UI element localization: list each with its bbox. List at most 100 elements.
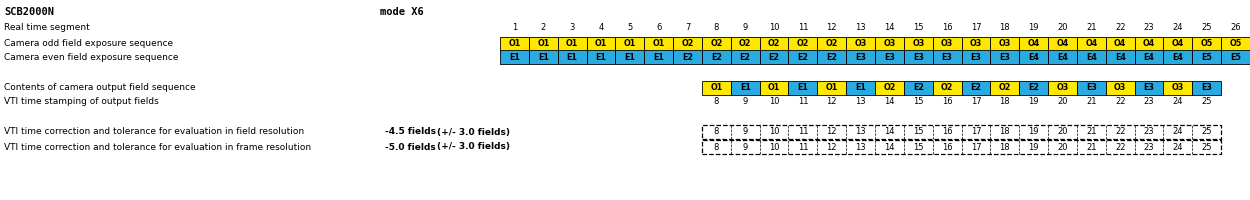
Text: 13: 13 [855, 128, 866, 136]
Text: Contents of camera output field sequence: Contents of camera output field sequence [4, 84, 195, 92]
Text: E1: E1 [740, 84, 751, 92]
Text: -5.0 fields: -5.0 fields [385, 142, 436, 152]
Text: 4: 4 [599, 22, 604, 31]
Bar [1221, 50, 1250, 64]
Text: E2: E2 [682, 52, 692, 62]
Text: 25: 25 [1201, 22, 1212, 31]
Text: 17: 17 [971, 142, 981, 152]
Text: 9: 9 [742, 142, 748, 152]
Bar [818, 81, 846, 95]
Text: 16: 16 [941, 142, 952, 152]
Text: 15: 15 [912, 22, 924, 31]
Text: O4: O4 [1171, 40, 1184, 48]
Bar [1078, 50, 1106, 64]
Text: 19: 19 [1029, 128, 1039, 136]
Bar [990, 37, 1019, 51]
Text: E4: E4 [1086, 52, 1096, 62]
Bar [615, 50, 644, 64]
Text: 23: 23 [1144, 22, 1154, 31]
Text: O3: O3 [1114, 84, 1126, 92]
Text: Camera even field exposure sequence: Camera even field exposure sequence [4, 52, 179, 62]
Text: E1: E1 [654, 52, 664, 62]
Text: 14: 14 [884, 142, 895, 152]
Bar [558, 37, 586, 51]
Text: 17: 17 [971, 22, 981, 31]
Text: -4.5 fields: -4.5 fields [385, 128, 436, 136]
Bar [990, 81, 1019, 95]
Text: E3: E3 [1201, 84, 1212, 92]
Text: E1: E1 [624, 52, 635, 62]
Text: O1: O1 [710, 84, 722, 92]
Bar [875, 37, 904, 51]
Text: 23: 23 [1144, 128, 1154, 136]
Text: 15: 15 [912, 142, 924, 152]
Text: 11: 11 [798, 22, 809, 31]
Bar [558, 50, 586, 64]
Bar [932, 50, 961, 64]
Text: 24: 24 [1172, 142, 1184, 152]
Bar [760, 81, 789, 95]
Bar [789, 50, 818, 64]
Text: Camera odd field exposure sequence: Camera odd field exposure sequence [4, 40, 172, 48]
Text: O2: O2 [710, 40, 722, 48]
Text: E3: E3 [884, 52, 895, 62]
Text: 14: 14 [884, 98, 895, 106]
Text: O1: O1 [825, 84, 838, 92]
Text: 12: 12 [826, 22, 838, 31]
Text: O1: O1 [509, 40, 520, 48]
Bar [1192, 81, 1221, 95]
Bar [1135, 81, 1164, 95]
Text: 8: 8 [714, 142, 719, 152]
Text: 24: 24 [1172, 128, 1184, 136]
Text: 22: 22 [1115, 142, 1125, 152]
Text: O3: O3 [1171, 84, 1184, 92]
Text: 17: 17 [971, 98, 981, 106]
Text: 10: 10 [769, 98, 779, 106]
Text: 21: 21 [1086, 22, 1096, 31]
Text: O1: O1 [566, 40, 579, 48]
Text: O1: O1 [595, 40, 608, 48]
Text: O4: O4 [1114, 40, 1126, 48]
Text: 8: 8 [714, 22, 719, 31]
Bar [932, 81, 961, 95]
Text: O4: O4 [1142, 40, 1155, 48]
Text: E4: E4 [1058, 52, 1068, 62]
Bar [1078, 37, 1106, 51]
Bar [1106, 50, 1135, 64]
Bar [932, 37, 961, 51]
Bar [789, 37, 818, 51]
Bar [1078, 81, 1106, 95]
Bar [703, 37, 731, 51]
Text: E2: E2 [826, 52, 838, 62]
Text: E2: E2 [798, 52, 809, 62]
Bar [1192, 37, 1221, 51]
Text: 25: 25 [1201, 98, 1212, 106]
Text: 22: 22 [1115, 98, 1125, 106]
Text: O1: O1 [768, 84, 780, 92]
Bar [703, 81, 731, 95]
Text: Real time segment: Real time segment [4, 22, 90, 31]
Text: E5: E5 [1201, 52, 1212, 62]
Text: 16: 16 [941, 98, 952, 106]
Text: 1: 1 [511, 22, 518, 31]
Text: O2: O2 [825, 40, 838, 48]
Text: E3: E3 [912, 52, 924, 62]
Text: O2: O2 [999, 84, 1011, 92]
Text: 18: 18 [1000, 142, 1010, 152]
Text: E4: E4 [1115, 52, 1126, 62]
Text: O2: O2 [796, 40, 809, 48]
Text: O4: O4 [1028, 40, 1040, 48]
Text: E2: E2 [711, 52, 721, 62]
Text: 9: 9 [742, 22, 748, 31]
Text: E3: E3 [1086, 84, 1096, 92]
Text: 21: 21 [1086, 98, 1096, 106]
Text: 11: 11 [798, 128, 809, 136]
Bar [500, 37, 529, 51]
Bar [672, 50, 702, 64]
Text: E4: E4 [1172, 52, 1184, 62]
Text: E1: E1 [798, 84, 809, 92]
Bar [818, 37, 846, 51]
Text: O4: O4 [1085, 40, 1098, 48]
Bar [961, 81, 990, 95]
Text: O4: O4 [1056, 40, 1069, 48]
